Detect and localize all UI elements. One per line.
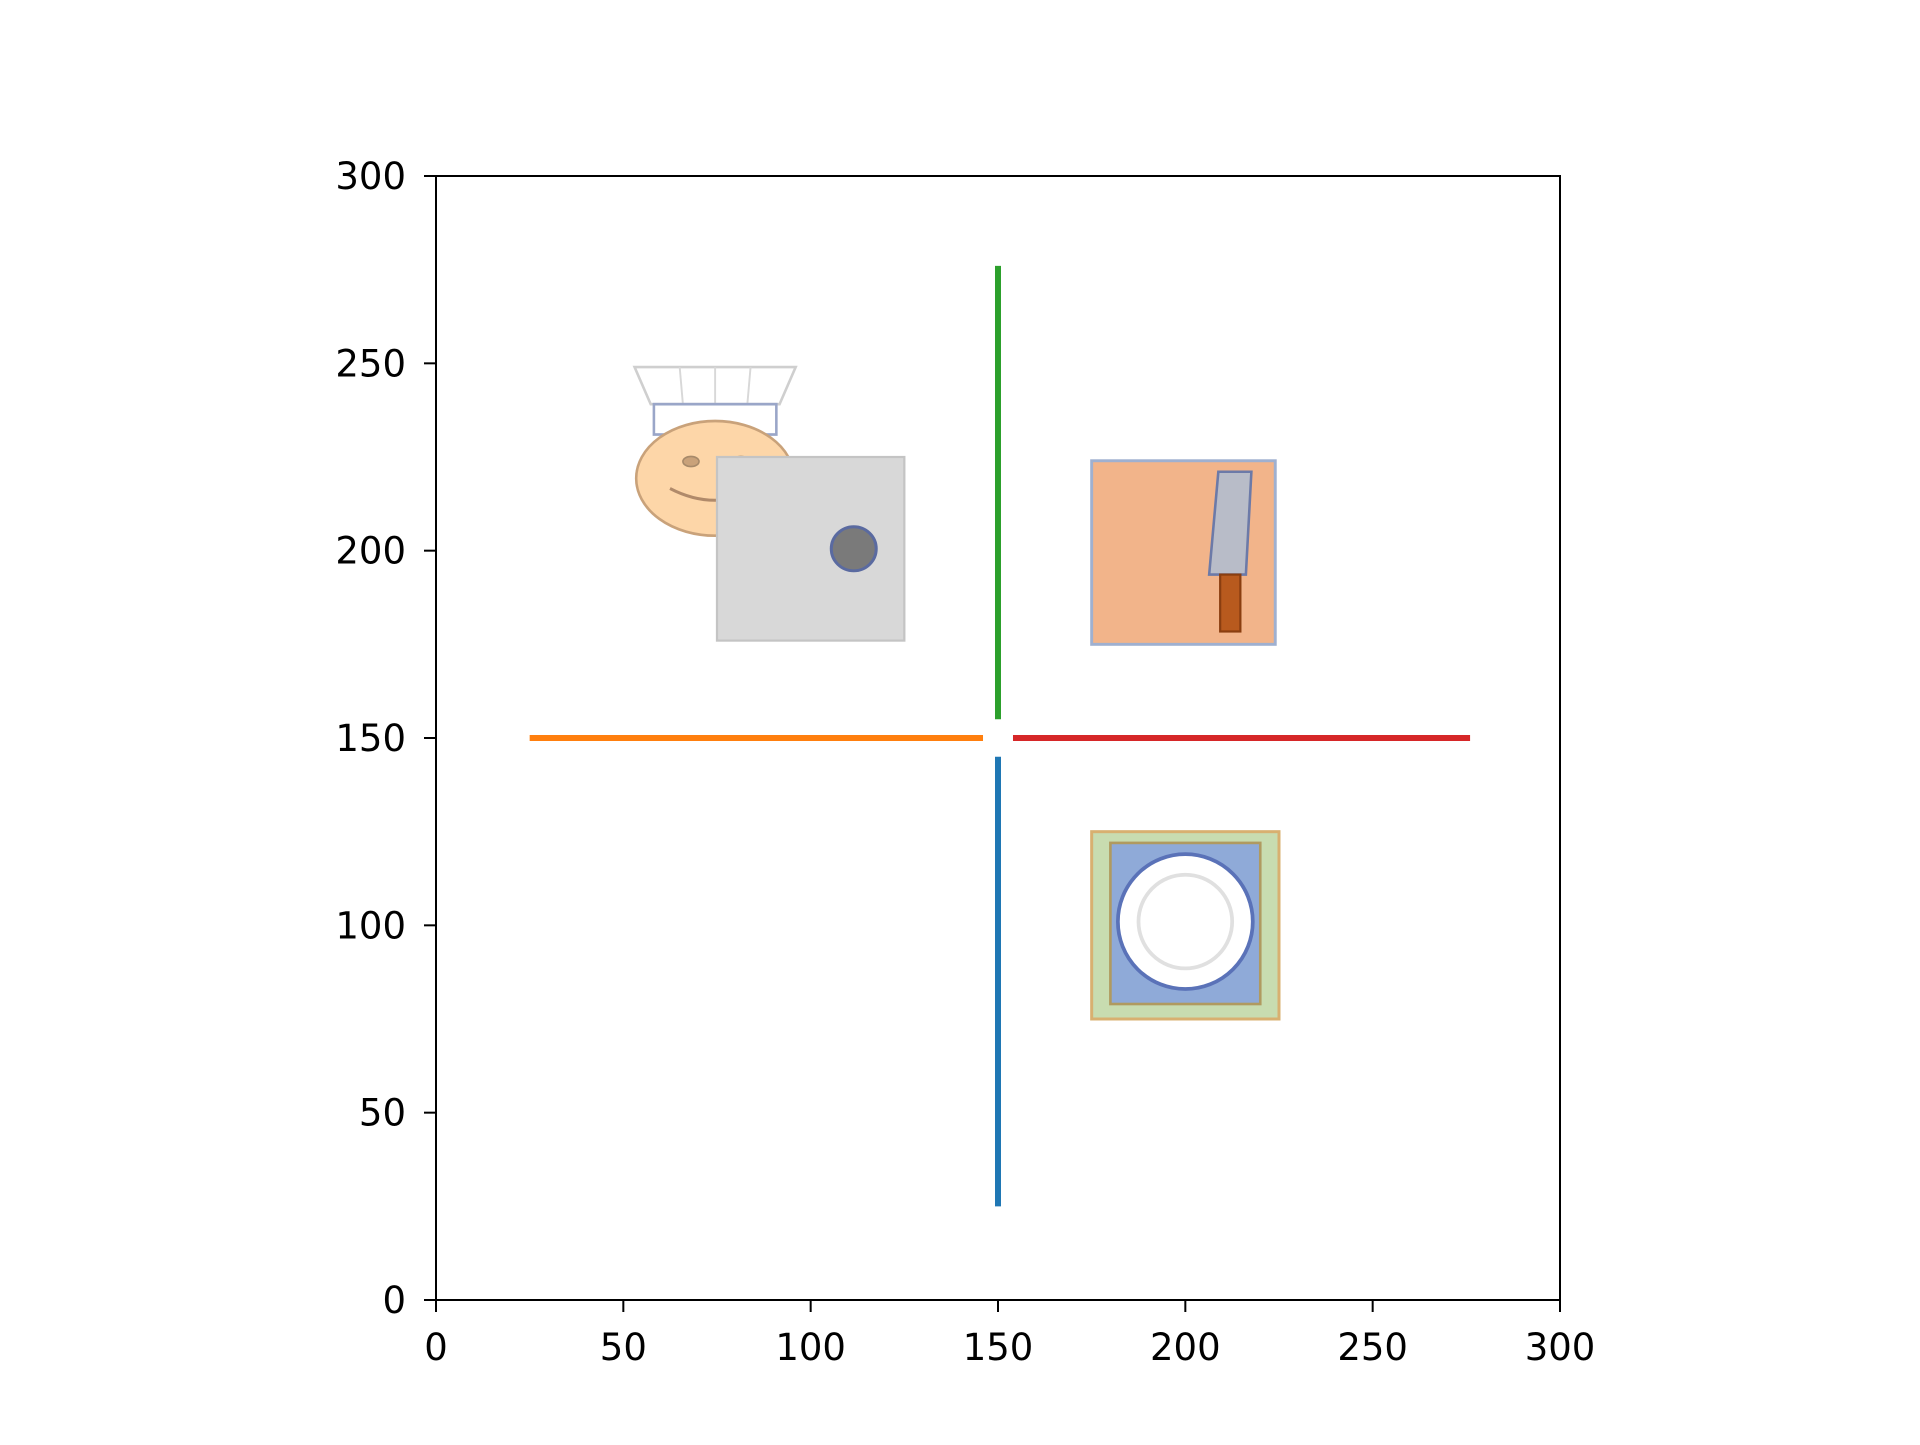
y-tick-label: 0 [382, 1279, 406, 1322]
plate-icon [1092, 832, 1279, 1019]
y-tick-label: 200 [335, 530, 406, 573]
cutting-board-knife-icon [1092, 461, 1276, 645]
x-tick-label: 250 [1337, 1326, 1408, 1369]
x-tick-label: 100 [775, 1326, 846, 1369]
y-tick-label: 50 [359, 1092, 406, 1135]
x-tick-label: 150 [963, 1326, 1034, 1369]
x-tick-label: 0 [424, 1326, 448, 1369]
y-tick-label: 150 [335, 717, 406, 760]
y-tick-label: 300 [335, 155, 406, 198]
y-tick-label: 100 [335, 904, 406, 947]
x-tick-label: 50 [600, 1326, 647, 1369]
x-tick-label: 300 [1525, 1326, 1596, 1369]
stove-icon [717, 457, 904, 641]
y-tick-label: 250 [335, 342, 406, 385]
x-tick-label: 200 [1150, 1326, 1221, 1369]
